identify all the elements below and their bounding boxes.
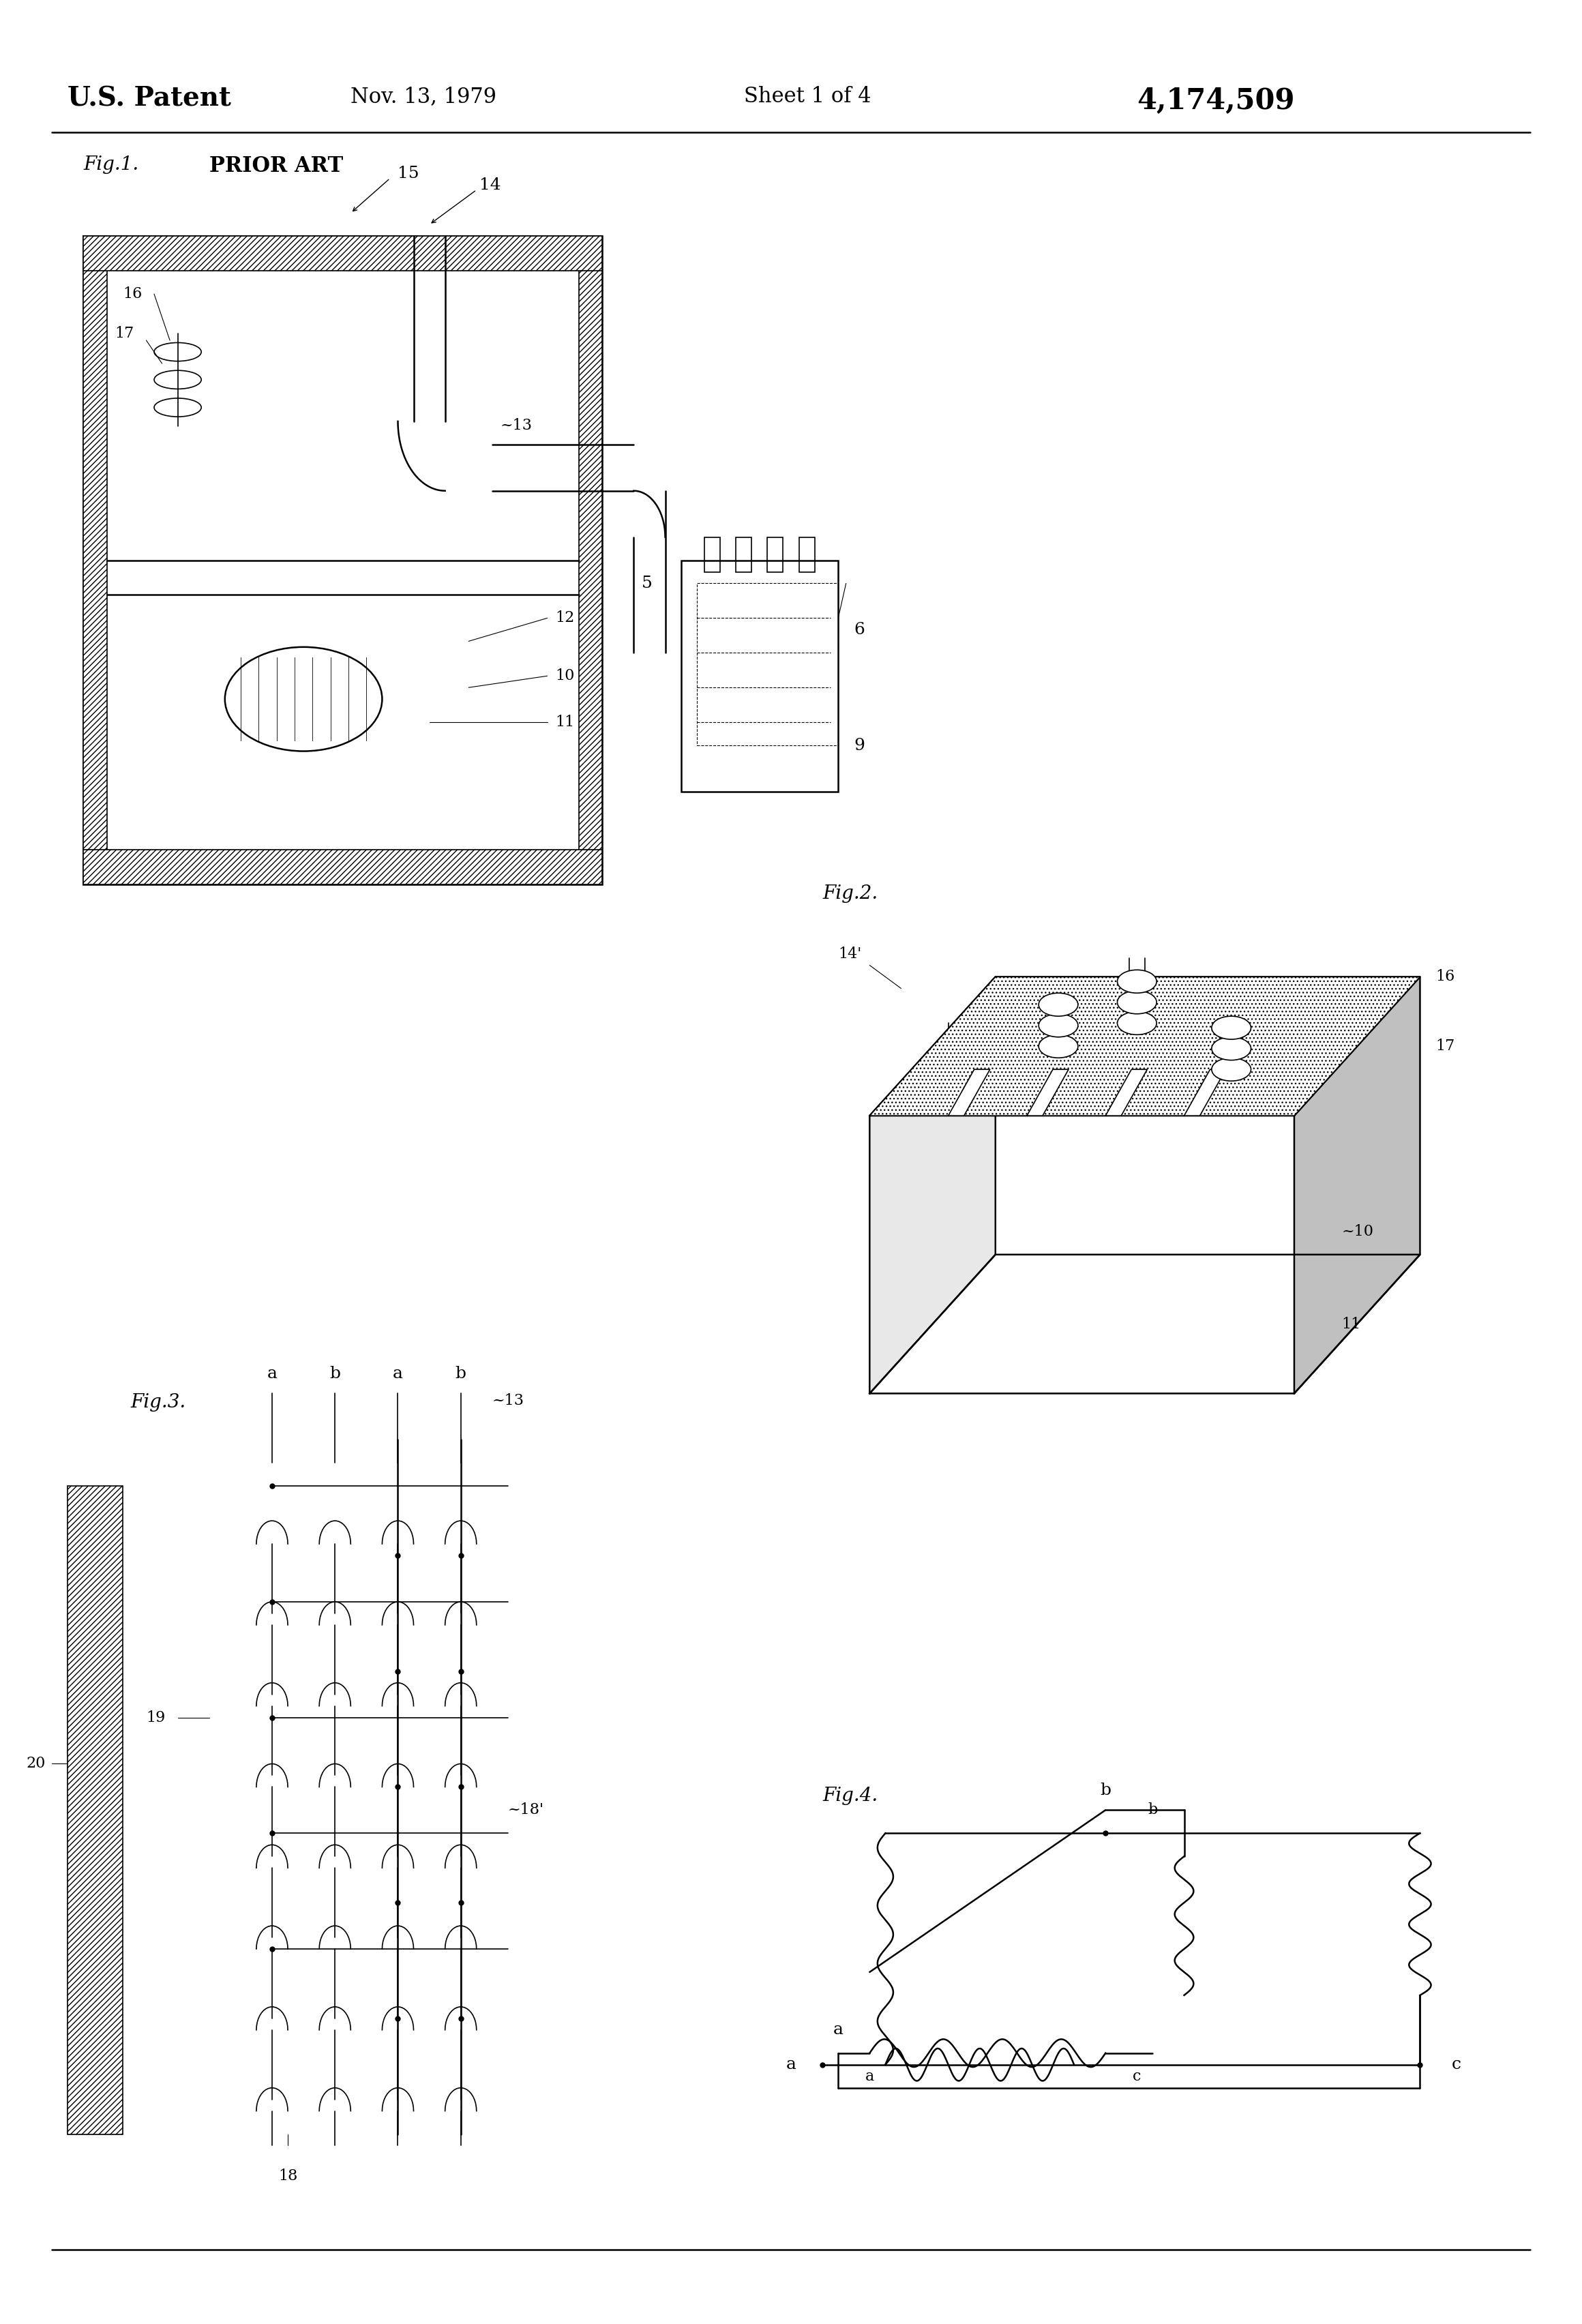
Text: 17: 17 <box>115 325 134 342</box>
Text: 10: 10 <box>555 669 574 683</box>
Text: 11: 11 <box>555 716 574 730</box>
Ellipse shape <box>1039 1034 1077 1057</box>
Polygon shape <box>1106 1069 1147 1116</box>
Text: 15: 15 <box>397 165 419 181</box>
Bar <box>767 537 783 572</box>
Bar <box>579 237 603 883</box>
Text: ~13: ~13 <box>500 418 532 432</box>
Text: Fig.3.: Fig.3. <box>131 1394 187 1413</box>
Text: a: a <box>786 2057 796 2073</box>
Text: 18: 18 <box>278 2168 297 2185</box>
Bar <box>84 237 108 883</box>
Text: 20: 20 <box>27 1757 46 1771</box>
Text: c: c <box>1451 2057 1462 2073</box>
Polygon shape <box>1027 1069 1068 1116</box>
Text: a: a <box>267 1367 277 1383</box>
Text: 16: 16 <box>1436 969 1455 985</box>
Text: ~13: ~13 <box>492 1394 524 1408</box>
Ellipse shape <box>1117 1011 1156 1034</box>
Bar <box>680 560 838 792</box>
Ellipse shape <box>1039 992 1077 1016</box>
Text: 17: 17 <box>1436 1039 1455 1053</box>
Ellipse shape <box>153 370 201 388</box>
Text: Fig.4.: Fig.4. <box>823 1787 878 1806</box>
Bar <box>736 537 751 572</box>
Text: ~10: ~10 <box>1342 1225 1373 1239</box>
Bar <box>84 851 603 883</box>
Text: 6: 6 <box>854 623 865 637</box>
Polygon shape <box>870 976 1421 1116</box>
Bar <box>799 537 815 572</box>
Text: 16: 16 <box>123 286 142 302</box>
Text: b: b <box>456 1367 467 1383</box>
Ellipse shape <box>153 397 201 416</box>
Text: Sheet 1 of 4: Sheet 1 of 4 <box>744 86 872 107</box>
Text: b: b <box>1149 1803 1158 1817</box>
Polygon shape <box>870 976 995 1394</box>
Ellipse shape <box>1039 1013 1077 1037</box>
Text: Fig.1.: Fig.1. <box>84 156 139 174</box>
Text: b: b <box>329 1367 340 1383</box>
Bar <box>84 237 603 272</box>
Polygon shape <box>870 1255 1421 1394</box>
Text: Fig.2.: Fig.2. <box>823 883 878 902</box>
Text: 4,174,509: 4,174,509 <box>1137 86 1294 114</box>
Text: 14': 14' <box>838 946 862 962</box>
Ellipse shape <box>1212 1016 1251 1039</box>
Text: PRIOR ART: PRIOR ART <box>209 156 343 177</box>
Polygon shape <box>948 1069 990 1116</box>
Text: Nov. 13, 1979: Nov. 13, 1979 <box>351 86 497 107</box>
Polygon shape <box>870 976 1421 1116</box>
Text: a: a <box>392 1367 403 1383</box>
Text: 14: 14 <box>479 177 501 193</box>
Bar <box>704 537 720 572</box>
Text: 5: 5 <box>642 576 652 590</box>
Text: 12: 12 <box>555 611 574 625</box>
Text: a: a <box>865 2068 875 2085</box>
Ellipse shape <box>1212 1057 1251 1081</box>
Ellipse shape <box>1212 1037 1251 1060</box>
Text: U.S. Patent: U.S. Patent <box>68 86 231 112</box>
Text: a: a <box>834 2022 843 2038</box>
Bar <box>68 1485 123 2133</box>
Polygon shape <box>1294 976 1421 1394</box>
Text: 19: 19 <box>146 1710 166 1724</box>
Text: 9: 9 <box>854 737 865 753</box>
Text: b: b <box>1099 1783 1111 1799</box>
Text: 11: 11 <box>1342 1315 1361 1332</box>
Ellipse shape <box>1117 969 1156 992</box>
Bar <box>84 237 603 883</box>
Ellipse shape <box>225 646 383 751</box>
Ellipse shape <box>1117 990 1156 1013</box>
Ellipse shape <box>153 342 201 360</box>
Text: c: c <box>1133 2068 1141 2085</box>
Bar <box>696 583 838 746</box>
Polygon shape <box>1185 1069 1226 1116</box>
Text: ~18': ~18' <box>508 1803 544 1817</box>
